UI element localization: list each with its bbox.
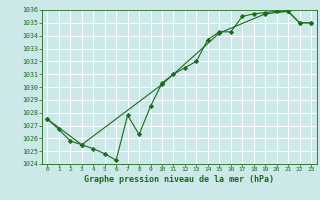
X-axis label: Graphe pression niveau de la mer (hPa): Graphe pression niveau de la mer (hPa) bbox=[84, 175, 274, 184]
